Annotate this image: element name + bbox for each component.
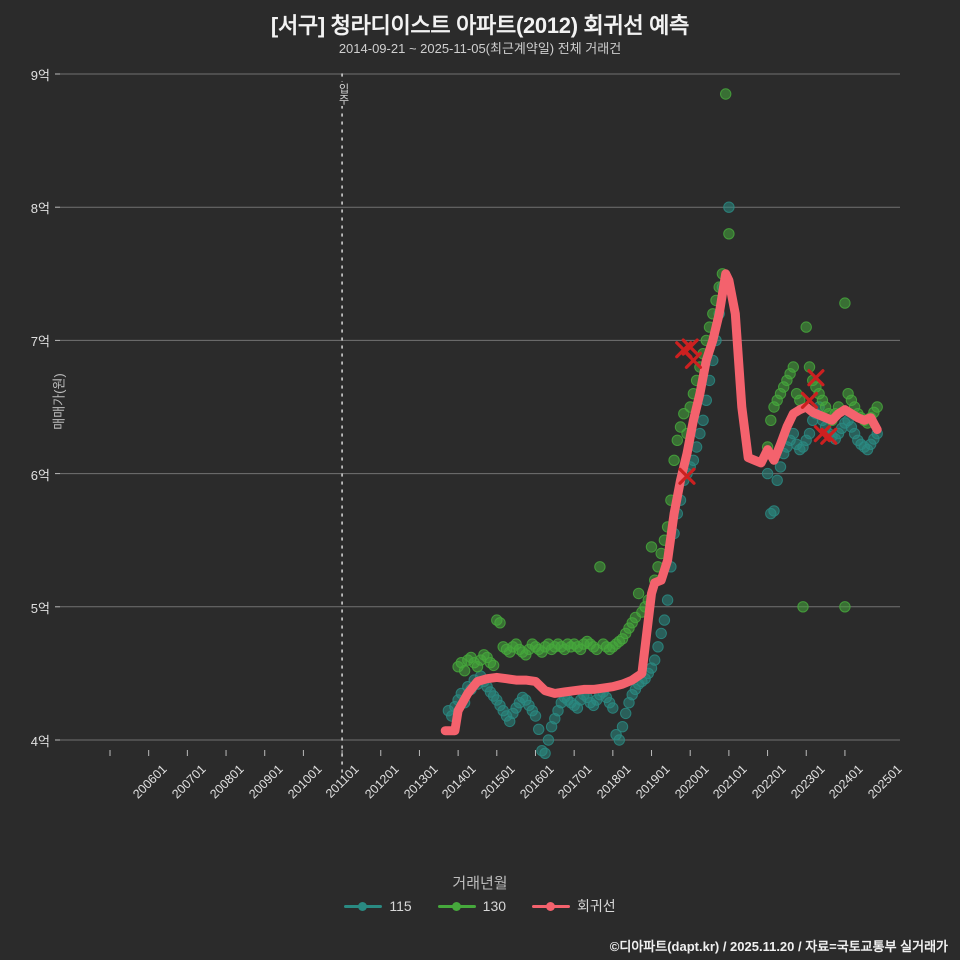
- scatter-series-130: [452, 88, 883, 677]
- legend-item-130[interactable]: 130: [437, 898, 507, 914]
- y-tick-label: 5억: [30, 600, 50, 616]
- legend-item-115[interactable]: 115: [344, 898, 412, 914]
- legend-label: 115: [389, 898, 412, 914]
- footer-credit: ©디아파트(dapt.kr) / 2025.11.20 / 자료=국토교통부 실…: [609, 939, 948, 954]
- legend-marker-icon: [344, 900, 383, 912]
- chart-subtitle: 2014-09-21 ~ 2025-11-05(최근계약일) 전체 거래건: [338, 41, 622, 56]
- legend-label: 회귀선: [577, 898, 616, 914]
- y-tick-label: 8억: [30, 201, 50, 217]
- y-tick-label: 7억: [30, 334, 50, 350]
- x-axis-label: 거래년월: [452, 875, 508, 892]
- legend-label: 130: [482, 898, 507, 914]
- page-title: [서구] 청라디이스트 아파트(2012) 회귀선 예측: [270, 13, 690, 38]
- legend-marker-icon: [532, 900, 571, 912]
- legend-item-회귀선[interactable]: 회귀선: [532, 896, 616, 916]
- regression-line: [440, 269, 882, 736]
- y-tick-label: 9억: [30, 68, 50, 83]
- movein-annotation-label: 입주: [335, 82, 352, 106]
- y-tick-label: 4억: [30, 734, 50, 749]
- chart-legend: 115 130 회귀선: [0, 896, 960, 916]
- legend-marker-icon: [437, 900, 476, 912]
- y-tick-label: 6억: [30, 467, 50, 483]
- cancelled-transaction-markers: [675, 338, 838, 485]
